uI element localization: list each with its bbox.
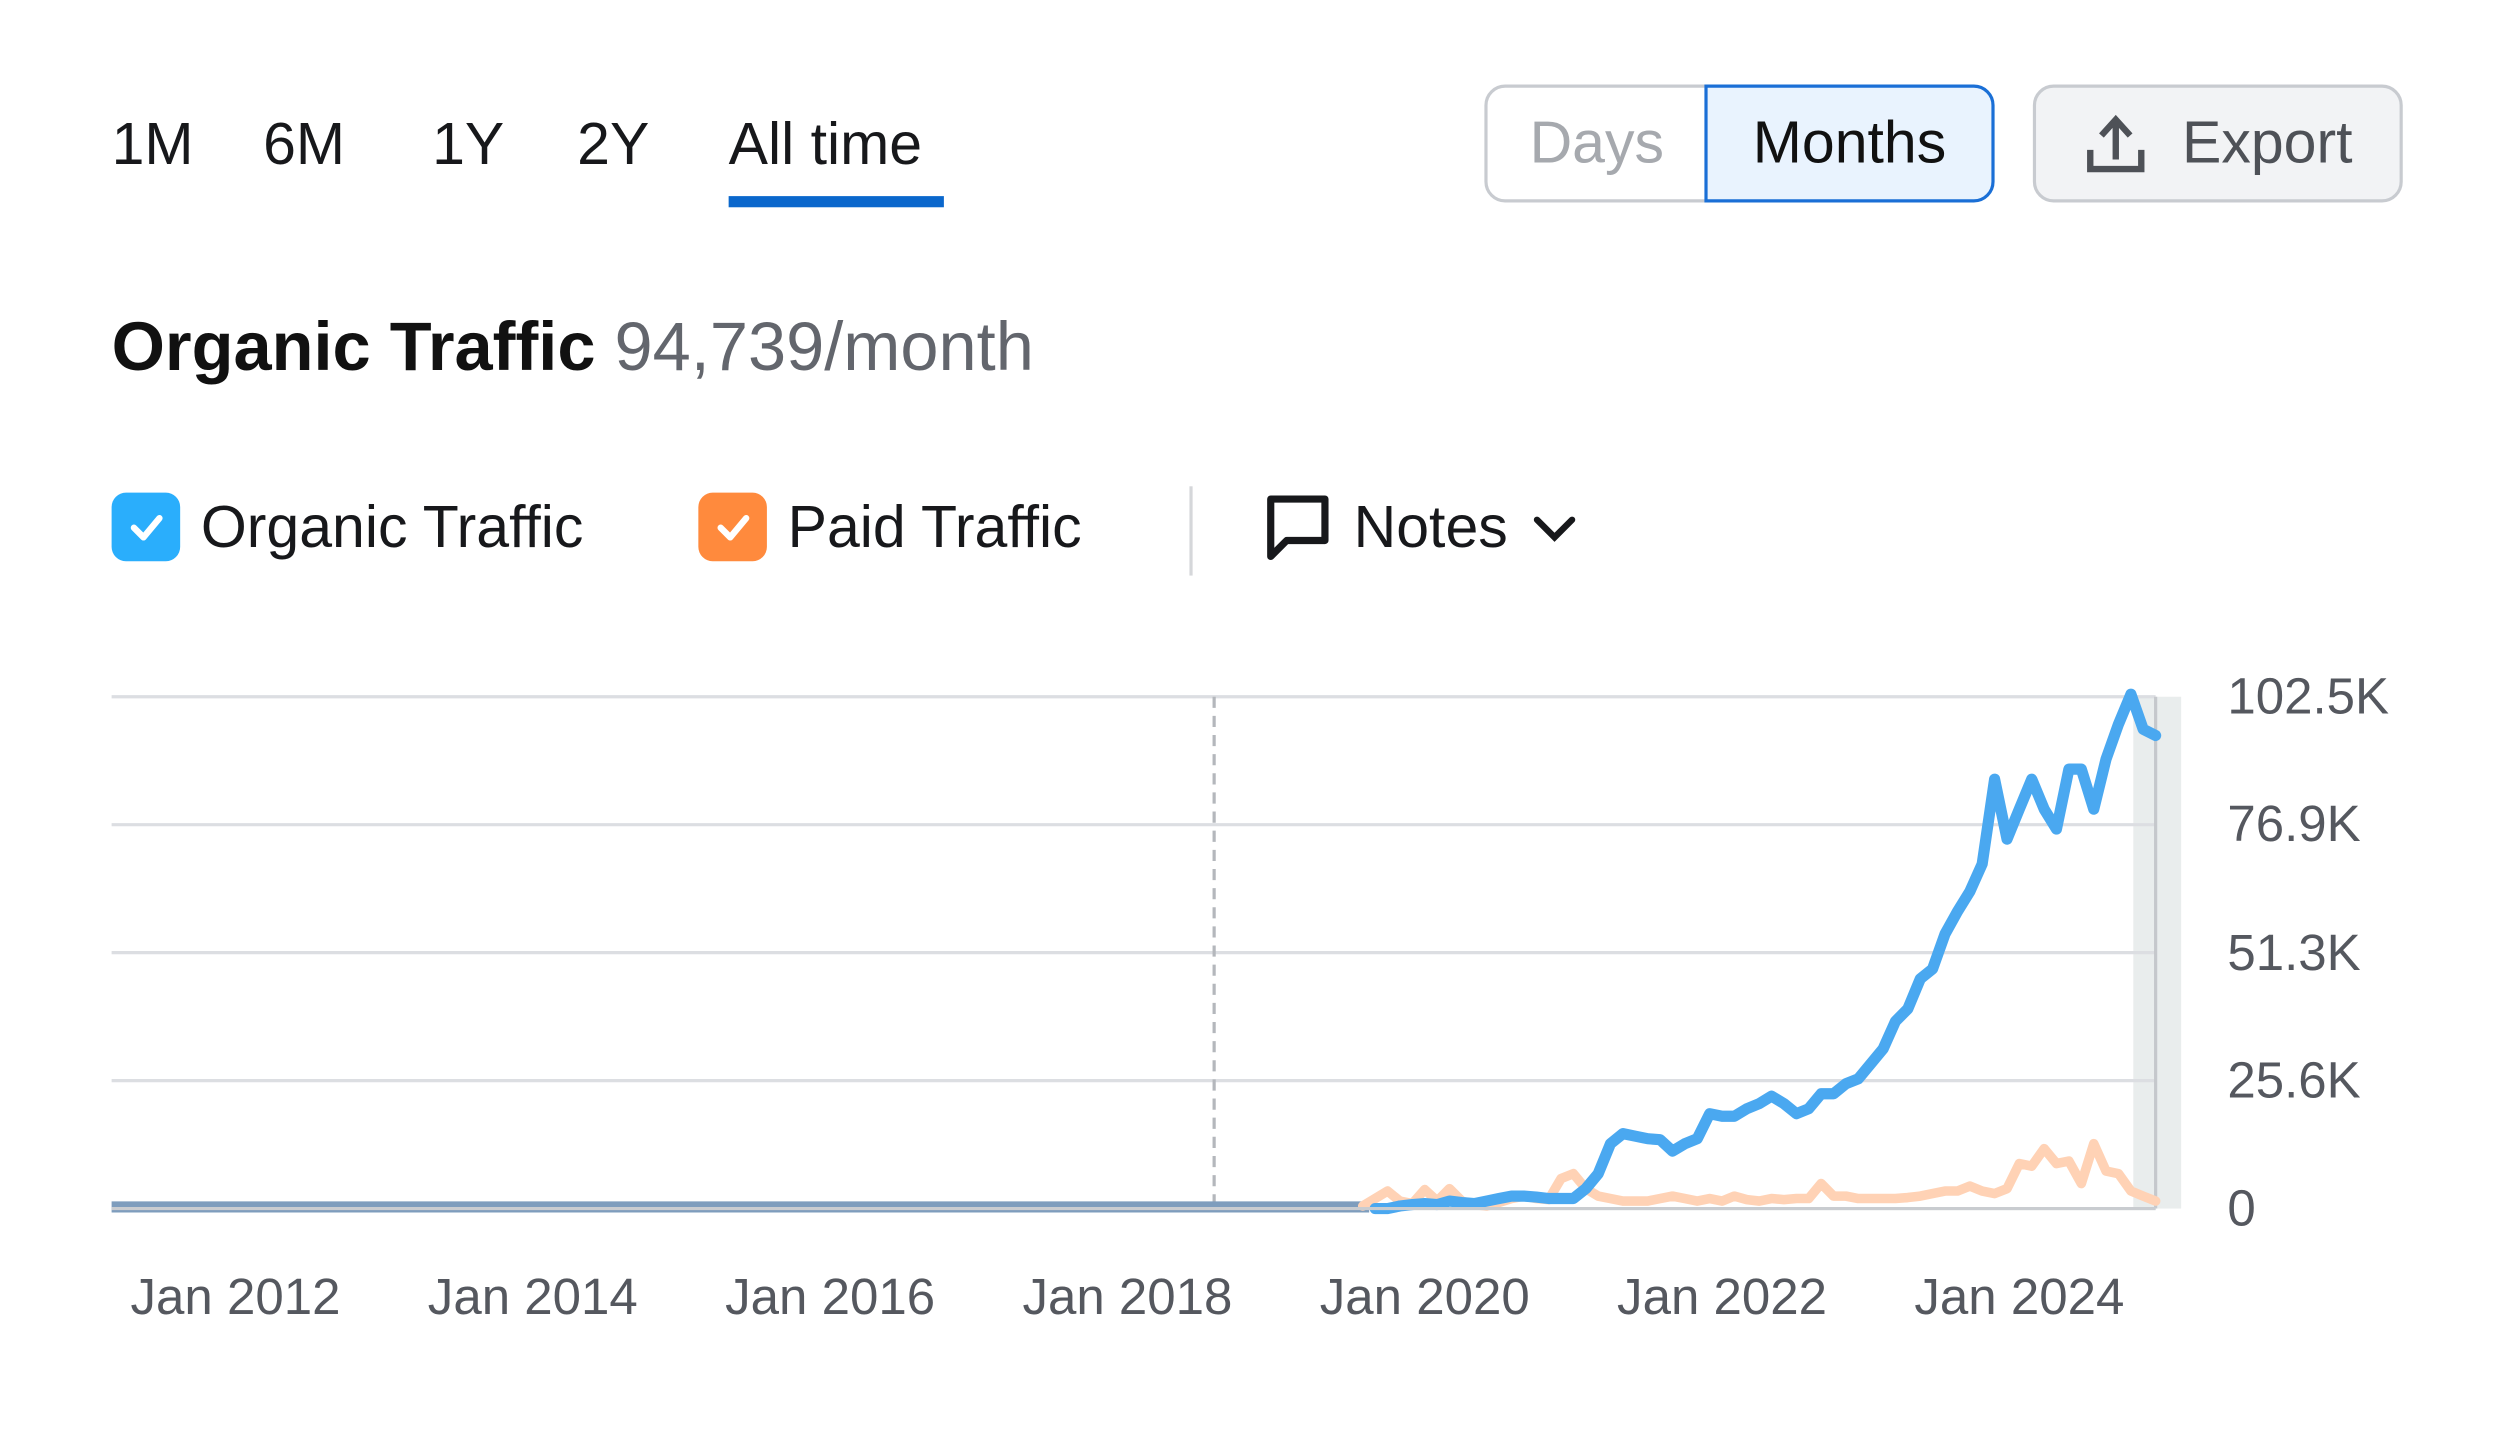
- checkbox-checked-icon[interactable]: [698, 492, 767, 562]
- y-tick-label: 102.5K: [2227, 667, 2390, 725]
- legend-organic-toggle[interactable]: Organic Traffic: [111, 492, 584, 562]
- export-button[interactable]: Export: [2032, 84, 2403, 203]
- period-tab-1m[interactable]: 1M: [111, 111, 194, 177]
- notes-dropdown[interactable]: Notes: [1264, 493, 1578, 563]
- headline-title: Organic Traffic: [111, 309, 596, 386]
- headline-value: 94,739/month: [614, 309, 1034, 386]
- legend-divider: [1189, 486, 1193, 576]
- x-tick-label: Jan 2018: [1022, 1267, 1233, 1325]
- comment-icon: [1267, 495, 1329, 561]
- checkbox-checked-icon[interactable]: [111, 492, 181, 562]
- months-button[interactable]: Months: [1704, 84, 1995, 203]
- y-tick-label: 76.9K: [2227, 795, 2361, 853]
- upload-icon: [2086, 114, 2144, 173]
- chevron-down-icon: [1533, 516, 1575, 542]
- active-tab-indicator: [728, 196, 944, 208]
- x-tick-label: Jan 2016: [725, 1267, 936, 1325]
- period-tab-all-time[interactable]: All time: [728, 111, 923, 177]
- x-tick-label: Jan 2022: [1617, 1267, 1827, 1325]
- organic-traffic-line: [1369, 688, 2162, 1215]
- legend-organic-label: Organic Traffic: [200, 493, 584, 559]
- x-tick-label: Jan 2020: [1319, 1267, 1530, 1325]
- notes-label: Notes: [1353, 494, 1508, 560]
- period-tab-6m[interactable]: 6M: [263, 111, 346, 177]
- legend-paid-toggle[interactable]: Paid Traffic: [698, 492, 1082, 562]
- x-tick-label: Jan 2012: [130, 1267, 341, 1325]
- x-tick-label: Jan 2014: [427, 1267, 638, 1325]
- period-tab-1y[interactable]: 1Y: [432, 111, 505, 177]
- y-tick-label: 25.6K: [2227, 1051, 2361, 1109]
- y-tick-label: 51.3K: [2227, 923, 2361, 981]
- granularity-toggle: Days Months: [1484, 84, 1995, 203]
- x-tick-label: Jan 2024: [1914, 1267, 2125, 1325]
- headline: Organic Traffic 94,739/month: [112, 306, 1034, 389]
- period-tab-2y[interactable]: 2Y: [577, 111, 650, 177]
- y-tick-label: 0: [2227, 1179, 2256, 1237]
- legend-paid-label: Paid Traffic: [787, 493, 1082, 559]
- days-button[interactable]: Days: [1529, 110, 1665, 176]
- export-label: Export: [2181, 110, 2353, 176]
